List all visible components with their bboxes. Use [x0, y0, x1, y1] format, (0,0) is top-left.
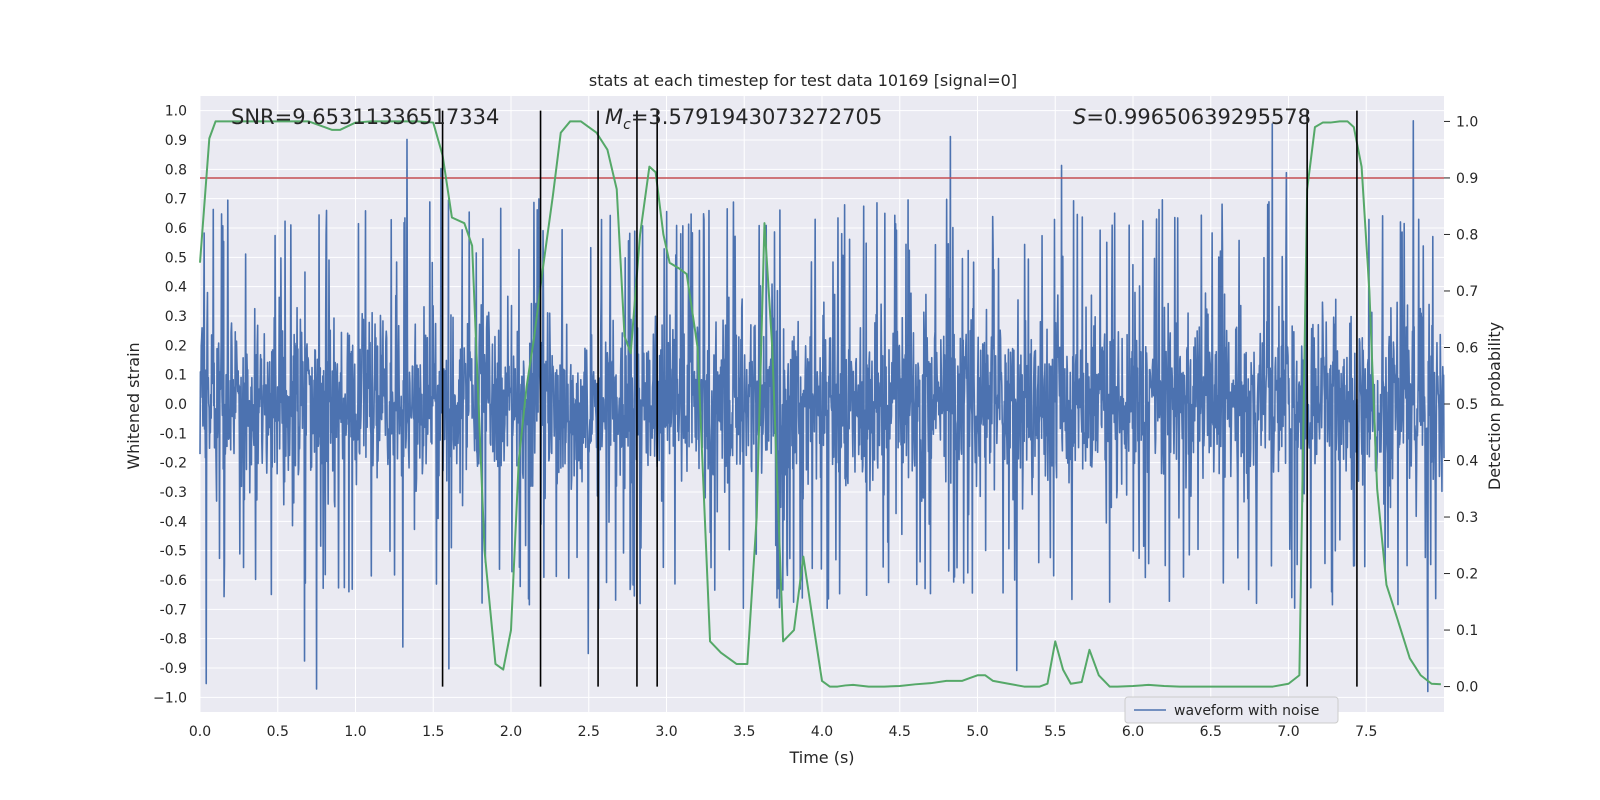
- y-tick-label: -0.5: [160, 544, 187, 560]
- x-tick-label: 5.5: [1044, 724, 1066, 740]
- y-tick-label: 0.6: [165, 221, 187, 237]
- x-tick-label: 1.0: [344, 724, 366, 740]
- y-tick-label: −1.0: [153, 690, 187, 706]
- y-tick-label: 1.0: [165, 104, 187, 120]
- s-symbol: S: [1073, 105, 1086, 129]
- strain-line: [199, 119, 1445, 693]
- right-y-tick-label: 0.2: [1456, 567, 1478, 583]
- y-tick-label: -0.9: [160, 661, 187, 677]
- waveform-series: [199, 119, 1445, 693]
- y-tick-label: 0.4: [165, 280, 187, 296]
- x-tick-label: 4.5: [889, 724, 911, 740]
- x-tick-label: 2.5: [578, 724, 600, 740]
- y-tick-label: -0.4: [160, 514, 187, 530]
- y-tick-label: -0.6: [160, 573, 187, 589]
- chirp-mass-value: =3.5791943073272705: [631, 105, 882, 129]
- legend-label: waveform with noise: [1174, 703, 1319, 719]
- y-axis-label: Whitened strain: [124, 342, 143, 469]
- y-tick-label: -0.1: [160, 426, 187, 442]
- legend: waveform with noise: [1124, 696, 1339, 724]
- y-tick-label: 0.2: [165, 338, 187, 354]
- x-axis-ticks: 0.0 0.5 1.0 1.5 2.0 2.5 3.0 3.5 4.0 4.5 5.0 5.5 6.0 6…: [189, 724, 1378, 740]
- x-tick-label: 2.0: [500, 724, 522, 740]
- s-annotation: S=0.99650639295578: [1073, 105, 1311, 129]
- x-tick-label: 4.0: [811, 724, 833, 740]
- probability-series: [199, 120, 1441, 688]
- right-y-tick-label: 0.1: [1456, 623, 1478, 639]
- legend-box: [1124, 696, 1339, 724]
- x-tick-label: 0.5: [267, 724, 289, 740]
- y-tick-label: -0.8: [160, 632, 187, 648]
- x-tick-label: 7.0: [1277, 724, 1299, 740]
- x-tick-label: 1.5: [422, 724, 444, 740]
- right-y-tick-label: 0.4: [1456, 454, 1478, 470]
- x-tick-label: 3.0: [655, 724, 677, 740]
- x-tick-label: 5.0: [966, 724, 988, 740]
- y-tick-label: -0.2: [160, 456, 187, 472]
- x-tick-label: 6.5: [1200, 724, 1222, 740]
- right-y-tick-label: 1.0: [1456, 114, 1478, 130]
- event-lines: [441, 110, 1358, 687]
- y-tick-label: 0.5: [165, 250, 187, 266]
- right-y-tick-label: 0.9: [1456, 171, 1478, 187]
- x-tick-label: 3.5: [733, 724, 755, 740]
- chart-title: stats at each timestep for test data 101…: [589, 71, 1017, 90]
- y-tick-label: 0.0: [165, 397, 187, 413]
- y-tick-label: 0.3: [165, 309, 187, 325]
- s-value: =0.99650639295578: [1086, 105, 1311, 129]
- chirp-mass-subscript: c: [623, 117, 631, 133]
- x-tick-label: 7.5: [1355, 724, 1377, 740]
- y-tick-label: 0.8: [165, 162, 187, 178]
- y-tick-label: -0.3: [160, 485, 187, 501]
- y-tick-label: 0.9: [165, 133, 187, 149]
- right-y-axis-ticks: 1.0 0.9 0.8 0.7 0.6 0.5 0.4 0.3 0.2 0.1 0.0: [1444, 114, 1478, 696]
- right-y-tick-label: 0.3: [1456, 510, 1478, 526]
- x-axis-label: Time (s): [788, 748, 854, 767]
- right-y-tick-label: 0.5: [1456, 397, 1478, 413]
- chirp-mass-annotation: Mc=3.5791943073272705: [605, 105, 882, 133]
- right-y-tick-label: 0.6: [1456, 340, 1478, 356]
- x-tick-label: 6.0: [1122, 724, 1144, 740]
- x-tick-label: 0.0: [189, 724, 211, 740]
- chirp-mass-symbol: M: [605, 105, 623, 129]
- y-tick-label: 0.7: [165, 192, 187, 208]
- probability-line: [199, 120, 1441, 688]
- y-tick-label: -0.7: [160, 602, 187, 618]
- right-y-tick-label: 0.7: [1456, 284, 1478, 300]
- y-tick-label: 0.1: [165, 368, 187, 384]
- snr-annotation: SNR=9.65311336517334: [231, 105, 499, 129]
- right-y-axis-label: Detection probability: [1485, 322, 1504, 490]
- y-axis-ticks: 1.0 0.9 0.8 0.7 0.6 0.5 0.4 0.3 0.2 0.1 0.0 -0.1 -0.…: [153, 104, 187, 707]
- right-y-tick-label: 0.8: [1456, 227, 1478, 243]
- right-y-tick-label: 0.0: [1456, 680, 1478, 696]
